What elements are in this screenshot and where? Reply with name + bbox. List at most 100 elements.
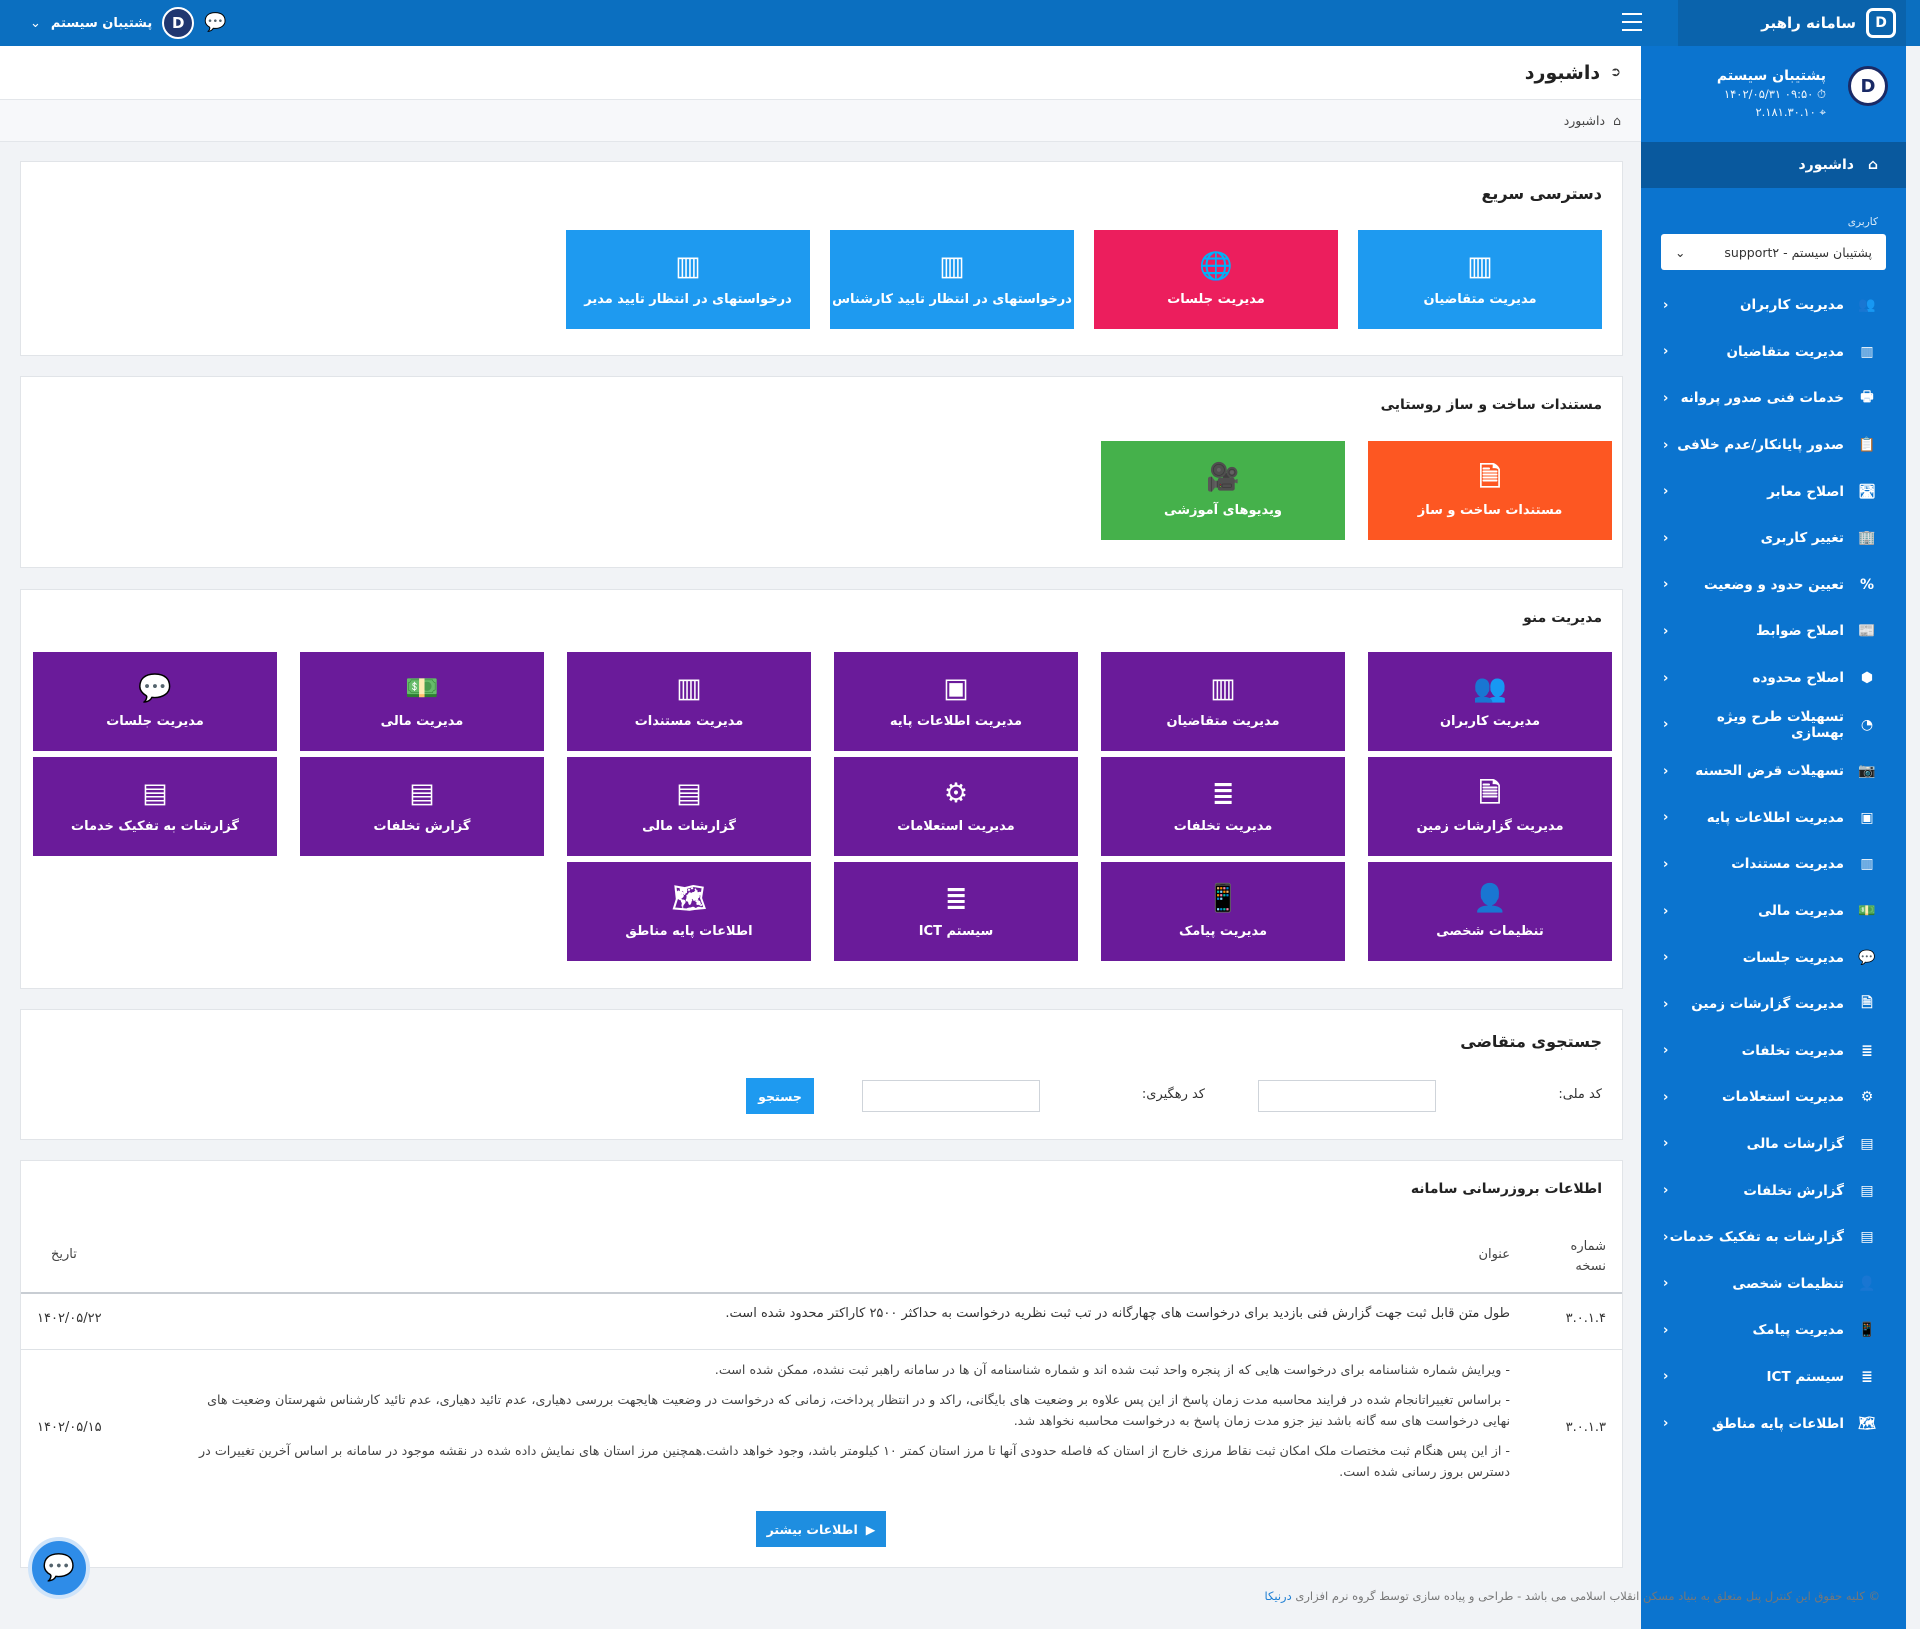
tile[interactable]: 👥 مدیریت کاربران — [1368, 652, 1612, 751]
sidebar-item[interactable]: ▤ گزارش تخلفات ‹ — [1641, 1167, 1906, 1214]
tile[interactable]: 🎥 ویدیوهای آموزشی — [1101, 441, 1345, 540]
sidebar-item[interactable]: % تعیین حدود و وضعیت ‹ — [1641, 562, 1906, 609]
breadcrumb-item[interactable]: داشبورد — [1563, 113, 1606, 128]
sidebar-item[interactable]: 📱 مدیریت پیامک ‹ — [1641, 1307, 1906, 1354]
tile[interactable]: ▣ مدیریت اطلاعات پایه — [834, 652, 1078, 751]
sidebar-item[interactable]: 📷 تسهیلات قرض الحسنه ‹ — [1641, 748, 1906, 795]
sidebar-menu: 👥 مدیریت کاربران ‹ ▥ مدیریت متقاضیان ‹ 🖶 خدمات … — [1641, 282, 1906, 1447]
tile[interactable]: ▥ مدیریت متقاضیان — [1101, 652, 1345, 751]
search-button[interactable]: جستجو — [746, 1078, 814, 1114]
tile[interactable]: 💵 مدیریت مالی — [300, 652, 544, 751]
tile-label: سیستم ICT — [918, 923, 994, 939]
tile-icon: ▤ — [676, 777, 702, 809]
tile[interactable]: ▥ مدیریت متقاضیان — [1358, 230, 1602, 329]
brand[interactable]: D سامانه راهبر — [1678, 0, 1906, 46]
sidebar-item[interactable]: ◔ تسهیلات طرح ویژه بهسازی ‹ — [1641, 701, 1906, 748]
tile-icon: 💬 — [138, 672, 172, 704]
sidebar-item[interactable]: 🗎 مدیریت گزارشات زمین ‹ — [1641, 981, 1906, 1028]
sidebar-item[interactable]: 🛣 اصلاح معابر ‹ — [1641, 468, 1906, 515]
sidebar-item-label: اصلاح محدوده — [1752, 670, 1844, 687]
sidebar-item[interactable]: ▥ مدیریت مستندات ‹ — [1641, 841, 1906, 888]
arrow-circle-icon[interactable]: ➲ — [1610, 65, 1621, 80]
tile-icon: 👤 — [1473, 882, 1507, 914]
tile[interactable]: ⚙ مدیریت استعلامات — [834, 757, 1078, 856]
chevron-left-icon: ‹ — [1663, 623, 1669, 639]
chevron-left-icon: ‹ — [1663, 996, 1669, 1012]
tile-icon: ▥ — [676, 672, 702, 704]
tile-label: درخواستهای در انتظار تایید مدیر — [584, 291, 792, 307]
sidebar-item-label: مدیریت مالی — [1758, 903, 1844, 920]
footer-link[interactable]: درنیکا — [1264, 1589, 1292, 1603]
support-chat-button[interactable]: 💬 — [28, 1537, 90, 1599]
tile[interactable]: 🗎 مدیریت گزارشات زمین — [1368, 757, 1612, 856]
sidebar-item[interactable]: 👥 مدیریت کاربران ‹ — [1641, 282, 1906, 329]
row2-version: ۳.۰.۱.۳ — [1565, 1420, 1606, 1435]
tile[interactable]: ▤ گزارشات مالی — [567, 757, 811, 856]
sidebar-item[interactable]: ▤ گزارشات مالی ‹ — [1641, 1121, 1906, 1168]
top-user-name: پشتیبان سیستم — [50, 15, 153, 31]
column-header-date: تاریخ — [51, 1247, 77, 1262]
sidebar-item[interactable]: 👤 تنظیمات شخصی ‹ — [1641, 1260, 1906, 1307]
tile[interactable]: ▥ مدیریت مستندات — [567, 652, 811, 751]
user-dropdown[interactable]: ⌄ پشتیبان سیستم D — [30, 7, 195, 39]
brand-logo: D — [1866, 8, 1896, 38]
tile[interactable]: ▤ گزارش تخلفات — [300, 757, 544, 856]
sidebar-item-label: مدیریت کاربران — [1740, 297, 1844, 314]
menu-toggle-icon[interactable] — [1622, 13, 1642, 31]
chevron-left-icon: ‹ — [1663, 530, 1669, 546]
chat-bubbles-icon[interactable]: 💬 — [204, 12, 227, 33]
tracking-code-field[interactable] — [862, 1080, 1040, 1112]
menu-item-icon: ▥ — [1860, 856, 1874, 873]
sidebar-item[interactable]: ⚙ مدیریت استعلامات ‹ — [1641, 1074, 1906, 1121]
tile-label: مدیریت مالی — [380, 713, 464, 729]
more-info-button[interactable]: ▶ اطلاعات بیشتر — [756, 1511, 886, 1547]
sidebar-item-label: مدیریت اطلاعات پایه — [1706, 809, 1844, 826]
tile[interactable]: 💬 مدیریت جلسات — [33, 652, 277, 751]
sidebar-item-label: صدور پایانکار/عدم خلافی — [1677, 437, 1844, 454]
chevron-left-icon: ‹ — [1663, 810, 1669, 826]
sidebar-item-label: مدیریت تخلفات — [1741, 1042, 1844, 1059]
tile[interactable]: 👤 تنظیمات شخصی — [1368, 862, 1612, 961]
role-select[interactable]: پشتیبان سیستم - support۲ ⌄ — [1661, 234, 1886, 270]
panel-title: اطلاعات بروزرسانی سامانه — [1410, 1181, 1602, 1197]
chevron-left-icon: ‹ — [1663, 344, 1669, 360]
sidebar-item[interactable]: ≣ سیستم ICT ‹ — [1641, 1354, 1906, 1401]
tile[interactable]: ▥ درخواستهای در انتظار تایید کارشناس — [830, 230, 1074, 329]
sidebar-item-dashboard[interactable]: ⌂ داشبورد — [1641, 142, 1906, 188]
profile-datetime: ۰۹:۵۰ ۱۴۰۲/۰۵/۳۱ — [1723, 87, 1814, 101]
sidebar-item-label: اصلاح ضوابط — [1755, 623, 1844, 640]
tile-label: گزارش تخلفات — [373, 818, 471, 834]
tile-icon: ≣ — [1211, 777, 1235, 809]
sidebar-item[interactable]: ≣ مدیریت تخلفات ‹ — [1641, 1028, 1906, 1075]
tile[interactable]: 🗺 اطلاعات پایه مناطق — [567, 862, 811, 961]
sidebar-item[interactable]: ▣ مدیریت اطلاعات پایه ‹ — [1641, 795, 1906, 842]
tile[interactable]: ▥ درخواستهای در انتظار تایید مدیر — [566, 230, 810, 329]
sidebar-item[interactable]: 📋 صدور پایانکار/عدم خلافی ‹ — [1641, 422, 1906, 469]
sidebar-item[interactable]: 🏢 تغییر کاربری ‹ — [1641, 515, 1906, 562]
sidebar-item-label: اصلاح معابر — [1767, 483, 1844, 500]
sidebar-item[interactable]: ▤ گزارشات به تفکیک خدمات ‹ — [1641, 1214, 1906, 1261]
home-icon[interactable]: ⌂ — [1613, 113, 1621, 128]
sidebar-item[interactable]: 🗺 اطلاعات پایه مناطق ‹ — [1641, 1400, 1906, 1447]
chevron-left-icon: ‹ — [1663, 670, 1669, 686]
sidebar-item[interactable]: 💬 مدیریت جلسات ‹ — [1641, 934, 1906, 981]
sidebar-item-label: تعیین حدود و وضعیت — [1703, 576, 1844, 593]
row1-version: ۳.۰.۱.۴ — [1565, 1311, 1606, 1326]
sidebar-item[interactable]: ⬢ اصلاح محدوده ‹ — [1641, 655, 1906, 702]
tile[interactable]: 🌐 مدیریت جلسات — [1094, 230, 1338, 329]
sidebar-item-label: گزارش تخلفات — [1743, 1182, 1844, 1199]
national-code-field[interactable] — [1258, 1080, 1436, 1112]
sidebar-item[interactable]: ▥ مدیریت متقاضیان ‹ — [1641, 329, 1906, 376]
tile-label: مستندات ساخت و ساز — [1417, 502, 1563, 518]
tile-label: اطلاعات پایه مناطق — [625, 923, 753, 939]
tile[interactable]: ≣ سیستم ICT — [834, 862, 1078, 961]
sidebar-item[interactable]: 🖶 خدمات فنی صدور پروانه ‹ — [1641, 375, 1906, 422]
sidebar-item[interactable]: 💵 مدیریت مالی ‹ — [1641, 888, 1906, 935]
tile[interactable]: 📱 مدیریت پیامک — [1101, 862, 1345, 961]
tile[interactable]: ≣ مدیریت تخلفات — [1101, 757, 1345, 856]
menu-item-icon: 📋 — [1858, 437, 1876, 454]
tile[interactable]: ▤ گزارشات به تفکیک خدمات — [33, 757, 277, 856]
sidebar-item[interactable]: 📰 اصلاح ضوابط ‹ — [1641, 608, 1906, 655]
tile[interactable]: 🗎 مستندات ساخت و ساز — [1368, 441, 1612, 540]
menu-item-icon: ▥ — [1860, 343, 1874, 360]
